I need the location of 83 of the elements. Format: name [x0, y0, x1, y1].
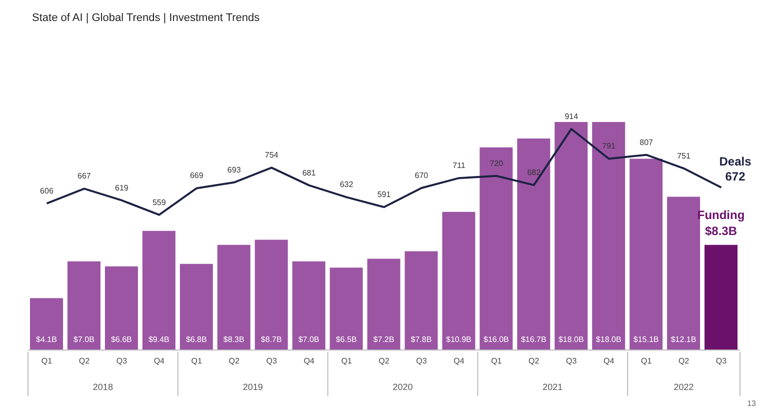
data-label: 711: [452, 161, 466, 170]
x-tick-label: Q4: [154, 356, 166, 366]
data-label: $8.7B: [260, 335, 282, 344]
x-tick-label: Q1: [640, 356, 652, 366]
x-tick-label: Q3: [116, 356, 128, 366]
text: 2019: [242, 382, 263, 392]
series-label: Deals: [719, 154, 752, 168]
data-label: 681: [302, 168, 316, 178]
bar: [480, 147, 513, 350]
x-tick-label: Q3: [266, 356, 278, 366]
data-label: $7.0B: [74, 335, 94, 344]
data-label: 632: [340, 180, 354, 190]
data-label: 669: [190, 171, 204, 180]
data-label: $10.9B: [446, 335, 472, 344]
bar: [217, 244, 250, 350]
data-label: 591: [377, 190, 392, 200]
x-tick-label: Q2: [228, 356, 240, 366]
data-label: $7.0B: [298, 335, 320, 344]
bar: [592, 122, 626, 350]
x-tick-label: Q1: [341, 356, 352, 366]
x-tick-label: Q2: [528, 356, 540, 366]
text: 13: [747, 399, 756, 408]
data-label: 914: [564, 112, 579, 121]
x-tick-label: Q3: [716, 356, 728, 366]
data-label: 791: [602, 142, 616, 151]
bar: [630, 158, 663, 350]
data-label: $8.3B: [223, 335, 244, 344]
data-label: 807: [640, 138, 654, 147]
x-tick-label: Q2: [378, 356, 390, 366]
bar: [254, 240, 288, 350]
data-label: $15.1B: [633, 335, 659, 344]
bar: [404, 251, 438, 350]
bar: [292, 261, 326, 350]
data-label: 682: [527, 168, 542, 178]
data-label: $18.0B: [596, 335, 622, 344]
x-tick-label: Q1: [41, 356, 53, 366]
data-label: 619: [115, 183, 129, 192]
data-label: $12.1B: [670, 335, 696, 344]
data-label: $16.7B: [520, 335, 546, 344]
bar: [517, 138, 550, 350]
text: 2018: [92, 382, 113, 392]
data-label: 559: [152, 198, 166, 207]
data-label: 751: [677, 151, 692, 160]
bar: [367, 258, 400, 350]
x-tick-label: Q2: [678, 356, 690, 366]
data-label: $8.3B: [705, 224, 738, 238]
bar: [180, 264, 213, 350]
bar: [104, 266, 138, 350]
data-label: $16.0B: [484, 335, 509, 344]
data-label: $4.1B: [36, 335, 57, 344]
data-label: 720: [490, 158, 504, 168]
x-tick-label: Q1: [191, 356, 203, 366]
x-tick-label: Q3: [416, 356, 428, 366]
data-label: 693: [227, 165, 242, 174]
data-label: 667: [78, 172, 92, 181]
bar: [704, 244, 738, 350]
data-label: $6.6B: [110, 335, 132, 344]
data-label: $18.0B: [558, 335, 584, 344]
data-label: 670: [414, 170, 429, 180]
x-tick-label: Q4: [304, 356, 315, 366]
x-tick-label: Q3: [566, 356, 578, 366]
data-label: 754: [264, 150, 279, 160]
bar: [67, 261, 100, 350]
text: 2022: [674, 382, 694, 392]
bar: [30, 298, 63, 350]
data-label: 672: [725, 170, 746, 184]
x-tick-label: Q4: [604, 356, 615, 366]
bar: [142, 230, 176, 350]
bar: [442, 212, 476, 350]
bar: [330, 268, 363, 350]
chart-title: State of AI | Global Trends | Investment Trends: [32, 12, 260, 24]
x-tick-label: Q2: [78, 356, 90, 366]
data-label: $7.2B: [373, 335, 394, 344]
text: 2020: [392, 382, 413, 392]
text: 2021: [542, 382, 563, 392]
data-label: $7.8B: [410, 335, 432, 344]
data-label: $9.4B: [148, 335, 170, 344]
x-tick-label: Q1: [491, 356, 502, 366]
data-label: 606: [40, 186, 54, 196]
x-tick-label: Q4: [454, 356, 465, 366]
bar: [554, 122, 588, 350]
data-label: $6.5B: [336, 335, 357, 344]
data-label: $6.8B: [186, 335, 207, 344]
